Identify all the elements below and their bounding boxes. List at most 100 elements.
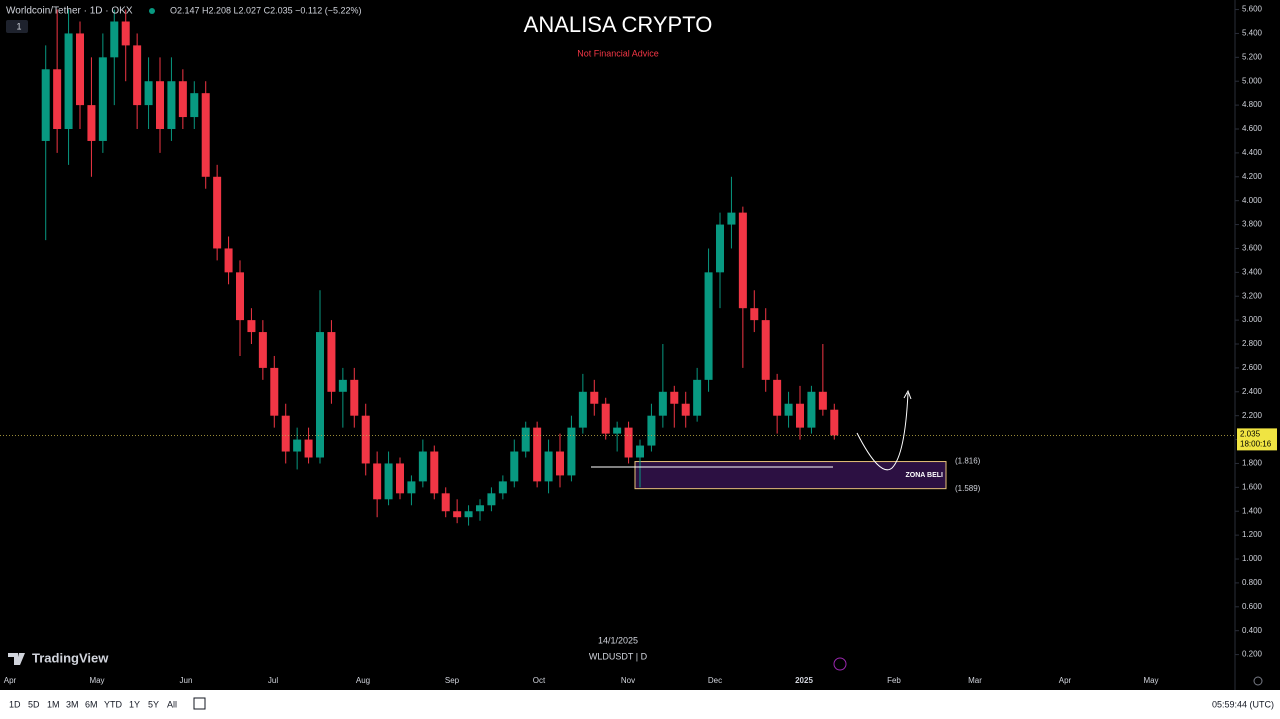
candle-body (521, 427, 530, 452)
zone-top-label: (1.816) (955, 457, 981, 466)
range-button[interactable]: 5D (28, 699, 40, 709)
candle-body (670, 391, 679, 404)
y-tick-label: 0.200 (1242, 650, 1263, 659)
y-tick-label: 5.200 (1242, 52, 1263, 61)
candle-body (293, 439, 302, 452)
candle-body (796, 403, 804, 428)
candle-body (544, 451, 553, 482)
watermark: TradingView (32, 650, 109, 665)
candle-body (510, 451, 519, 482)
candle-body (647, 415, 656, 446)
candle-body (773, 379, 782, 416)
event-icon[interactable] (833, 657, 847, 671)
candle-body (761, 320, 770, 380)
interval-badge[interactable] (6, 20, 28, 33)
buy-zone (634, 461, 947, 490)
y-tick-label: 4.800 (1242, 100, 1263, 109)
candle-body (750, 308, 759, 321)
range-button[interactable]: 3M (66, 699, 79, 709)
candle-body (53, 69, 62, 130)
candle-body (784, 403, 793, 416)
candle-body (818, 391, 827, 410)
x-tick-label: Apr (4, 676, 17, 685)
candle-body (41, 69, 50, 141)
range-button[interactable]: YTD (104, 699, 123, 709)
y-tick-label: 2.200 (1242, 411, 1263, 420)
candle-body (258, 332, 267, 368)
candle-body (121, 21, 130, 46)
candle-body (681, 403, 690, 416)
candle-body (567, 427, 576, 476)
x-tick-label: May (1143, 676, 1158, 685)
y-tick-label: 4.200 (1242, 172, 1263, 181)
x-tick-label: 2025 (795, 676, 813, 685)
y-tick-label: 3.000 (1242, 315, 1263, 324)
candle-body (727, 212, 736, 225)
interval-badge-text[interactable]: 1 (16, 21, 21, 31)
range-button[interactable]: 1M (47, 699, 60, 709)
candle-body (807, 391, 816, 428)
y-tick-label: 4.600 (1242, 124, 1263, 133)
ohlc-legend: O2.147 H2.208 L2.027 C2.035 −0.112 (−5.2… (170, 5, 361, 15)
candle-body (476, 505, 484, 512)
candle-body (578, 391, 587, 428)
candle-body (338, 379, 347, 392)
y-tick-label: 3.600 (1242, 244, 1263, 253)
candle-body (247, 320, 256, 333)
candle-body (76, 33, 84, 106)
calendar-icon[interactable] (193, 697, 206, 710)
range-button[interactable]: 1Y (129, 699, 140, 709)
x-tick-label: Jul (268, 676, 278, 685)
candle-body (396, 463, 404, 494)
candle-body (384, 463, 393, 500)
candle-body (716, 224, 724, 273)
symbol: Worldcoin/Tether · 1D · OKX (6, 6, 133, 17)
x-tick-label: Jun (180, 676, 193, 685)
candle-body (658, 391, 667, 416)
x-tick-label: Feb (887, 676, 901, 685)
range-button[interactable]: 6M (85, 699, 98, 709)
candle-body (407, 481, 416, 494)
candle-body (190, 93, 199, 118)
candle-body (704, 272, 713, 380)
range-button[interactable]: All (167, 699, 177, 709)
candle-body (453, 511, 462, 518)
candle-body (201, 93, 210, 177)
range-button[interactable]: 5Y (148, 699, 159, 709)
candle-body (441, 493, 450, 512)
candle-body (110, 21, 119, 58)
y-tick-label: 1.600 (1242, 482, 1263, 491)
y-tick-label: 5.600 (1242, 5, 1263, 14)
x-tick-label: Apr (1059, 676, 1072, 685)
candle-body (693, 379, 702, 416)
status-dot (149, 8, 155, 14)
y-tick-label: 3.200 (1242, 291, 1263, 300)
chart-subtitle: Not Financial Advice (577, 48, 659, 58)
candle-body (64, 33, 73, 130)
candle-body (270, 367, 279, 416)
y-tick-label: 2.800 (1242, 339, 1263, 348)
candle-body (316, 332, 324, 458)
zone-label: ZONA BELI (906, 472, 944, 479)
candle-body (373, 463, 382, 500)
y-tick-label: 1.200 (1242, 530, 1263, 539)
y-tick-label: 0.800 (1242, 578, 1263, 587)
y-tick-label: 3.800 (1242, 220, 1263, 229)
arrow-head (903, 389, 912, 400)
candle-body (430, 451, 439, 494)
y-tick-label: 3.400 (1242, 267, 1263, 276)
range-button[interactable]: 1D (9, 699, 21, 709)
candle-body (156, 81, 164, 130)
x-tick-label: Oct (533, 676, 546, 685)
x-tick-label: May (89, 676, 104, 685)
candle-body (556, 451, 564, 476)
zone-bottom-label: (1.589) (955, 484, 981, 493)
x-tick-label: Nov (621, 676, 635, 685)
candle-body (361, 415, 370, 464)
logo (8, 653, 25, 665)
candle-body (213, 176, 222, 249)
y-tick-label: 4.400 (1242, 148, 1263, 157)
candle-body (830, 409, 839, 436)
settings-icon[interactable] (1253, 676, 1263, 686)
